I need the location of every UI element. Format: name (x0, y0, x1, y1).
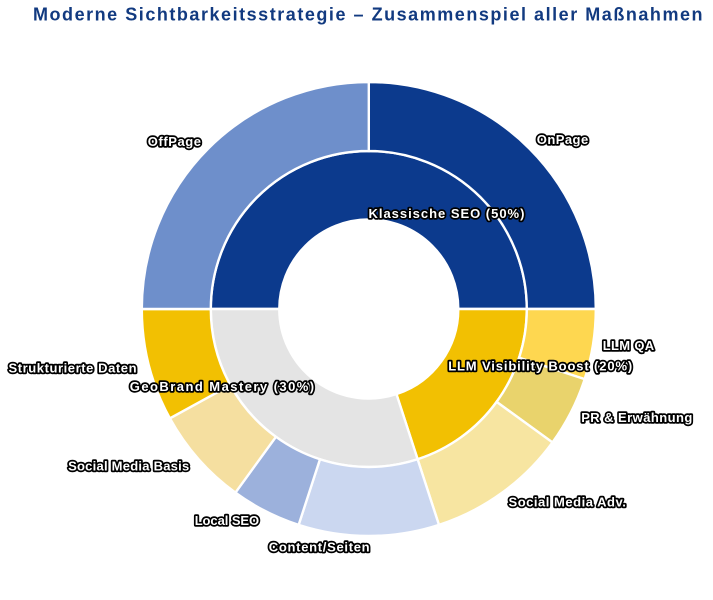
svg-text:Strukturierte Daten: Strukturierte Daten (9, 361, 138, 376)
svg-text:LLM Visibility Boost (20%): LLM Visibility Boost (20%) (448, 358, 633, 373)
svg-text:OnPage: OnPage (537, 132, 589, 147)
svg-text:GeoBrand Mastery (30%): GeoBrand Mastery (30%) (130, 379, 316, 394)
svg-text:Social Media Basis: Social Media Basis (68, 459, 189, 474)
svg-text:Content/Seiten: Content/Seiten (269, 539, 371, 554)
svg-text:Social Media Adv.: Social Media Adv. (509, 495, 627, 510)
svg-text:PR & Erwähnung: PR & Erwähnung (581, 410, 693, 425)
svg-text:Local SEO: Local SEO (195, 513, 259, 528)
svg-text:LLM QA: LLM QA (603, 338, 655, 353)
svg-text:Klassische SEO (50%): Klassische SEO (50%) (369, 206, 526, 221)
svg-text:OffPage: OffPage (148, 134, 202, 149)
svg-text:Moderne Sichtbarkeitsstrategie: Moderne Sichtbarkeitsstrategie – Zusamme… (33, 4, 704, 24)
